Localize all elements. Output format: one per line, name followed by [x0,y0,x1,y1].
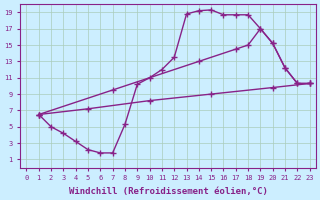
X-axis label: Windchill (Refroidissement éolien,°C): Windchill (Refroidissement éolien,°C) [68,187,268,196]
